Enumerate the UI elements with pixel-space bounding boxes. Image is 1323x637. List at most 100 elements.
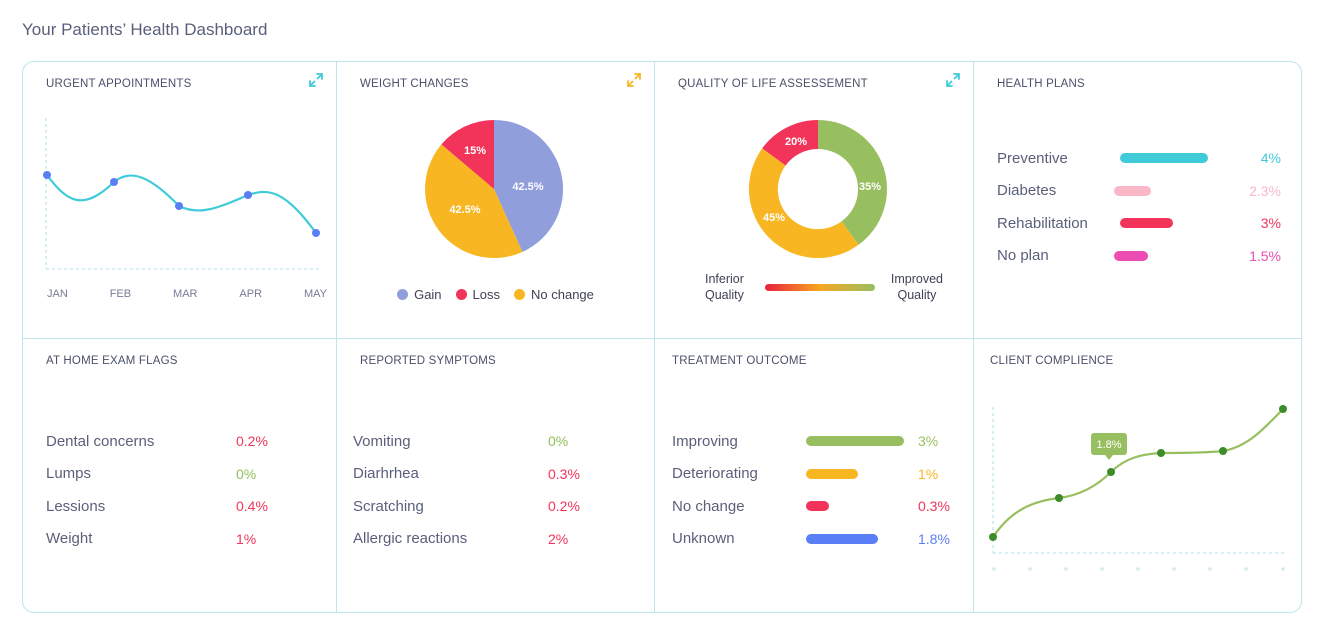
row-value: 4% <box>1260 150 1281 167</box>
card-title: HEALTH PLANS <box>997 78 1085 90</box>
legend-dot <box>455 289 467 300</box>
row-value: 1% <box>236 530 257 547</box>
donut-segment-45 <box>748 148 859 259</box>
slice-label: 15% <box>464 145 486 157</box>
legend-label: Loss <box>472 287 501 302</box>
row-value: 0.2% <box>548 498 580 515</box>
expand-icon[interactable] <box>308 72 324 88</box>
pie-slice-no-change <box>425 144 523 258</box>
reported-symptoms-card: REPORTED SYMPTOMS Vomiting 0% Diarhrhea 0.… <box>337 339 655 612</box>
home-exam-flags-card: AT HOME EXAM FLAGS Dental concerns 0.2% L… <box>23 339 337 612</box>
bar-fill <box>1114 250 1149 261</box>
data-point <box>110 178 118 186</box>
row-value: 3% <box>1260 215 1281 232</box>
row-value: 1.5% <box>1249 247 1281 264</box>
list-item: Preventive 4% <box>997 142 1281 175</box>
compliance-trend-line <box>992 408 1284 538</box>
segment-label: 35% <box>859 181 881 193</box>
expand-icon[interactable] <box>945 72 961 88</box>
pie-slice-loss <box>441 120 494 189</box>
row-value: 1% <box>918 465 939 482</box>
bar-fill <box>1120 218 1174 229</box>
bar-fill <box>806 533 878 544</box>
weight-changes-card: WEIGHT CHANGES 42.5% 42.5% 15% Gain Loss… <box>337 62 655 339</box>
row-value: 0.3% <box>548 465 580 482</box>
row-label: Deteriorating <box>672 465 758 483</box>
row-value: 1.8% <box>918 530 950 547</box>
qol-donut-chart: 35% 45% 20% <box>748 120 888 259</box>
row-label: Weight <box>46 530 93 548</box>
page-title: Your Patients’ Health Dashboard <box>22 20 268 39</box>
row-value: 0.2% <box>236 433 268 450</box>
data-point <box>1279 405 1287 413</box>
list-item: Improving 3% <box>672 425 953 458</box>
row-label: Diabetes <box>997 182 1057 200</box>
card-title: TREATMENT OUTCOME <box>672 355 807 367</box>
row-label: Dental concerns <box>46 432 155 450</box>
list-item: Deteriorating 1% <box>672 458 953 491</box>
card-title: REPORTED SYMPTOMS <box>360 355 496 367</box>
urgent-line-chart <box>43 118 320 270</box>
improved-quality-label: Improved Quality <box>890 272 943 302</box>
bar-fill <box>806 436 904 447</box>
tooltip-text: 1.8% <box>1096 439 1121 451</box>
card-title: URGENT APPOINTMENTS <box>46 78 192 90</box>
list-item: Weight 1% <box>46 523 316 556</box>
list-item: Lessions 0.4% <box>46 490 316 523</box>
card-title: QUALITY OF LIFE ASSESSEMENT <box>678 78 868 90</box>
row-label: Rehabilitation <box>997 214 1088 232</box>
x-tick-label: MAY <box>303 288 327 300</box>
data-point <box>175 202 183 210</box>
row-label: No plan <box>997 247 1049 265</box>
card-title: CLIENT COMPLIENCE <box>990 355 1114 367</box>
bar-fill <box>806 468 858 479</box>
treatment-list: Improving 3% Deteriorating 1% No change 0.3… <box>672 425 953 555</box>
row-label: Lessions <box>46 497 106 515</box>
legend-item-loss[interactable]: Loss <box>455 287 501 302</box>
x-tick-label: JAN <box>47 288 68 300</box>
pie-slice-gain <box>494 119 564 252</box>
inferior-quality-label: Inferior Quality <box>705 272 744 302</box>
data-point <box>989 533 997 541</box>
urgent-appointments-card: URGENT APPOINTMENTS JAN FEB MAR APR MAY <box>23 62 337 339</box>
row-value: 0% <box>548 433 569 450</box>
data-point <box>1157 449 1165 457</box>
data-point <box>312 229 320 237</box>
row-value: 0.3% <box>918 498 950 515</box>
x-tick-label: MAR <box>173 288 198 300</box>
card-title: AT HOME EXAM FLAGS <box>46 355 178 367</box>
data-point <box>244 191 252 199</box>
data-point <box>1219 447 1227 455</box>
list-item: Unknown 1.8% <box>672 523 953 556</box>
bar-fill <box>806 501 829 512</box>
row-label: Diarhrhea <box>353 465 419 483</box>
row-label: No change <box>672 497 745 515</box>
slice-label: 42.5% <box>512 181 543 193</box>
dashboard-grid: URGENT APPOINTMENTS JAN FEB MAR APR MAY … <box>22 61 1302 613</box>
list-item: Scratching 0.2% <box>353 490 634 523</box>
treatment-outcome-card: TREATMENT OUTCOME Improving 3% Deteriorat… <box>655 339 974 612</box>
x-axis-labels: JAN FEB MAR APR MAY <box>47 288 327 300</box>
weight-pie-chart: 42.5% 42.5% 15% <box>425 119 564 258</box>
data-point <box>1107 468 1115 476</box>
donut-segment-35 <box>818 120 888 245</box>
data-point <box>1055 494 1063 502</box>
donut-segment-20 <box>762 120 818 166</box>
row-label: Unknown <box>672 530 735 548</box>
list-item: Dental concerns 0.2% <box>46 425 316 458</box>
x-tick-label: APR <box>239 288 263 300</box>
row-label: Scratching <box>353 497 424 515</box>
quality-gradient-bar <box>765 284 875 291</box>
list-item: Diabetes 2.3% <box>997 175 1281 208</box>
expand-icon[interactable] <box>626 72 642 88</box>
legend-item-gain[interactable]: Gain <box>397 287 442 302</box>
list-item: No plan 1.5% <box>997 240 1281 273</box>
compliance-line-chart: 1.8% <box>989 405 1287 571</box>
row-label: Lumps <box>46 465 92 483</box>
legend-item-no-change[interactable]: No change <box>514 287 594 302</box>
row-value: 0.4% <box>236 498 268 515</box>
card-title: WEIGHT CHANGES <box>360 78 469 90</box>
row-value: 3% <box>918 433 939 450</box>
home-exam-list: Dental concerns 0.2% Lumps 0% Lessions 0.4%… <box>46 425 316 555</box>
row-value: 2.3% <box>1249 182 1281 199</box>
